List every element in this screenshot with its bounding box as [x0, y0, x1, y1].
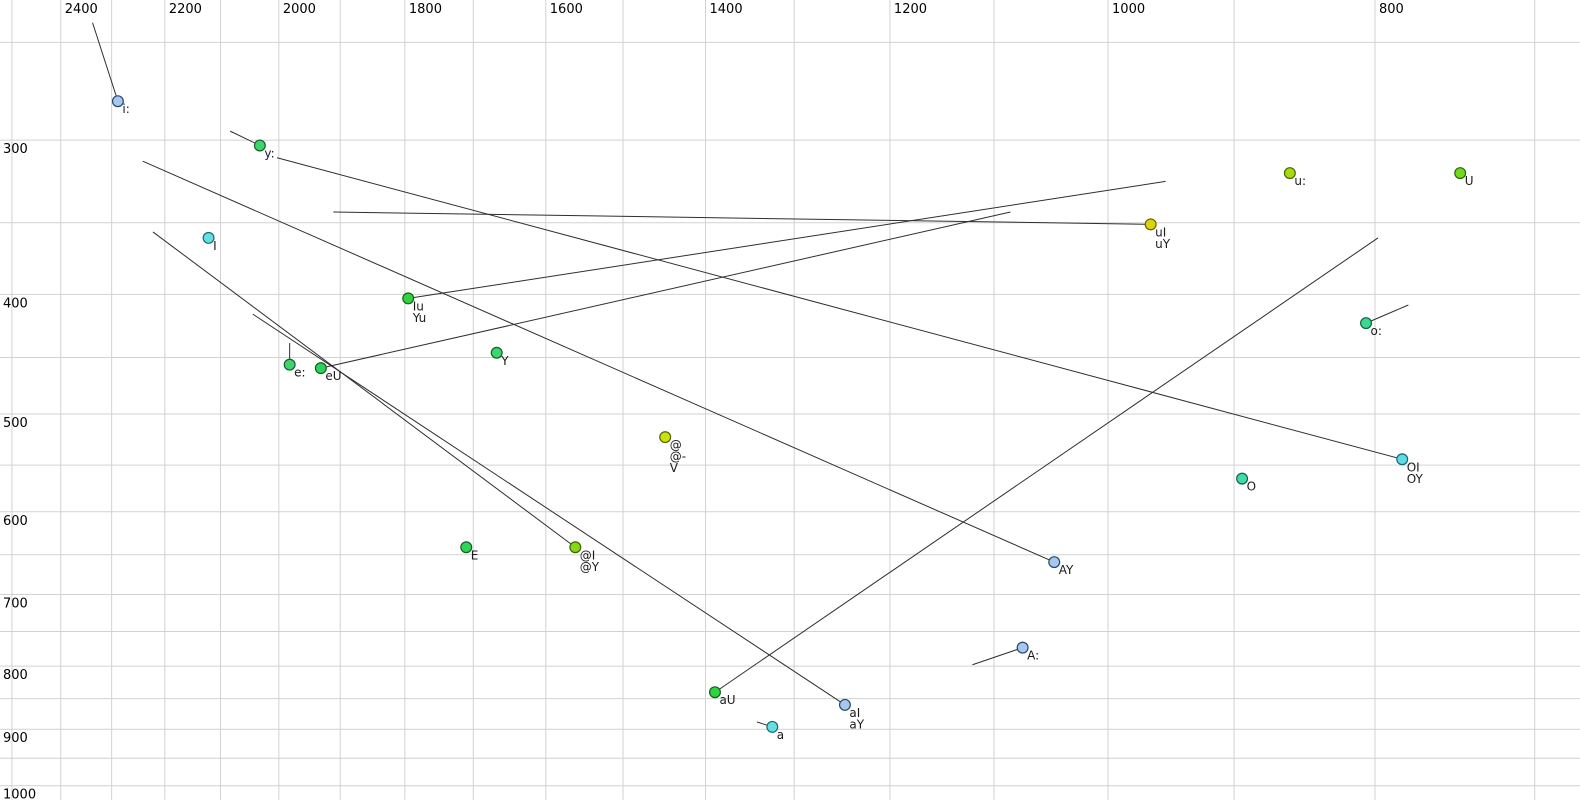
x-axis-tick-label: 1600	[550, 2, 583, 17]
trajectory-line-A:	[972, 647, 1023, 666]
vowel-point-label: AY	[1059, 563, 1074, 577]
trajectory-line-i:	[92, 22, 119, 102]
y-axis-tick-label: 400	[3, 296, 28, 311]
vowel-point-label: aU	[719, 693, 735, 707]
vowel-point-label: uY	[1155, 237, 1171, 251]
vowel-point-label: @Y	[580, 560, 600, 574]
vowel-point-label: eU	[325, 369, 341, 383]
vowel-point-label: @I	[580, 548, 596, 562]
x-axis-tick-label: 800	[1379, 2, 1404, 17]
x-axis-tick-label: 2400	[65, 2, 98, 17]
vowel-point-aU[interactable]	[708, 686, 721, 699]
x-axis-tick-label: 2200	[169, 2, 202, 17]
trajectory-line-eU	[320, 211, 1011, 369]
vowel-point-label: OY	[1407, 472, 1424, 486]
vowel-point-@[interactable]	[659, 431, 672, 444]
vowel-point-aI[interactable]	[838, 698, 851, 711]
trajectory-line-aI	[252, 313, 846, 706]
vowel-point-label: @	[670, 438, 682, 452]
vowel-point-o:[interactable]	[1360, 317, 1373, 330]
trajectory-line-@I	[152, 231, 576, 548]
x-axis-tick-label: 2000	[283, 2, 316, 17]
vowel-point-label: V	[670, 461, 679, 475]
x-axis-tick-label: 1000	[1112, 2, 1145, 17]
vowel-point-label: E	[471, 548, 479, 562]
vowel-point-label: y:	[264, 146, 274, 160]
vowel-point-y:[interactable]	[253, 139, 266, 152]
vowel-point-uI[interactable]	[1144, 218, 1157, 231]
vowel-point-eU[interactable]	[314, 362, 327, 375]
vowel-point-label: uI	[1155, 225, 1166, 239]
x-axis-tick-label: 1200	[894, 2, 927, 17]
y-axis-tick-label: 800	[3, 668, 28, 683]
y-axis-tick-label: 700	[3, 596, 28, 611]
trajectory-line-OI	[276, 157, 1403, 460]
vowel-point-label: e:	[294, 366, 305, 380]
y-axis-tick-label: 600	[3, 514, 28, 529]
vowel-point-Y[interactable]	[490, 346, 503, 359]
vowel-point-O[interactable]	[1236, 472, 1249, 485]
trajectory-line-o:	[1365, 304, 1409, 324]
vowel-point-label: a	[777, 728, 784, 742]
vowel-point-Iu[interactable]	[402, 292, 415, 305]
trajectory-line-uI	[333, 211, 1151, 225]
vowel-point-label: aY	[849, 717, 864, 731]
trajectory-line-Iu	[408, 180, 1166, 299]
vowel-point-e:[interactable]	[283, 358, 296, 371]
trajectory-line-aU	[714, 237, 1379, 693]
vowel-point-label: u:	[1294, 174, 1306, 188]
vowel-point-a[interactable]	[766, 720, 779, 733]
x-axis-tick-label: 1800	[409, 2, 442, 17]
vowel-point-AY[interactable]	[1048, 556, 1061, 569]
vowel-point-label: Y	[500, 354, 509, 368]
vowel-point-label: Iu	[413, 299, 424, 313]
vowel-point-label: U	[1465, 174, 1474, 188]
vowel-point-label: OI	[1407, 460, 1420, 474]
vowel-point-label: Yu	[412, 311, 427, 325]
x-axis-tick-label: 1400	[710, 2, 743, 17]
y-axis-tick-label: 300	[3, 142, 28, 157]
y-axis-tick-label: 500	[3, 416, 28, 431]
vowel-point-@I[interactable]	[569, 541, 582, 554]
y-axis-tick-label: 900	[3, 731, 28, 746]
vowel-point-E[interactable]	[460, 541, 473, 554]
vowel-point-label: o:	[1371, 324, 1382, 338]
vowel-point-i:[interactable]	[111, 95, 124, 108]
vowel-point-label: O	[1247, 480, 1256, 494]
vowel-point-OI[interactable]	[1396, 453, 1409, 466]
y-axis-tick-label: 1000	[3, 788, 36, 800]
vowel-point-label: aI	[849, 706, 860, 720]
vowel-point-A:[interactable]	[1016, 641, 1029, 654]
vowel-point-label: A:	[1027, 649, 1039, 663]
vowel-point-I[interactable]	[202, 231, 215, 244]
trajectory-line-AY	[142, 160, 1055, 563]
vowel-point-label: @-	[670, 450, 686, 464]
vowel-point-label: I	[213, 239, 217, 253]
vowel-point-label: i:	[122, 102, 129, 116]
vowel-point-u:[interactable]	[1283, 167, 1296, 180]
vowel-point-U[interactable]	[1454, 167, 1467, 180]
